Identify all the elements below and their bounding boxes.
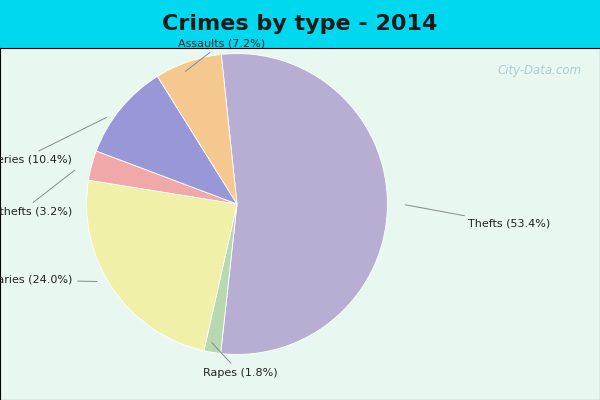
Wedge shape: [157, 54, 237, 204]
Text: City-Data.com: City-Data.com: [498, 64, 582, 77]
Text: Crimes by type - 2014: Crimes by type - 2014: [163, 14, 437, 34]
Wedge shape: [89, 151, 237, 204]
Text: Assaults (7.2%): Assaults (7.2%): [178, 38, 266, 72]
Text: Thefts (53.4%): Thefts (53.4%): [406, 205, 550, 229]
Wedge shape: [204, 204, 237, 354]
Text: Burglaries (24.0%): Burglaries (24.0%): [0, 275, 97, 285]
Wedge shape: [221, 54, 388, 354]
Wedge shape: [86, 180, 237, 351]
Wedge shape: [96, 76, 237, 204]
Text: Auto thefts (3.2%): Auto thefts (3.2%): [0, 170, 75, 217]
Text: Robberies (10.4%): Robberies (10.4%): [0, 118, 106, 165]
Text: Rapes (1.8%): Rapes (1.8%): [203, 342, 277, 378]
